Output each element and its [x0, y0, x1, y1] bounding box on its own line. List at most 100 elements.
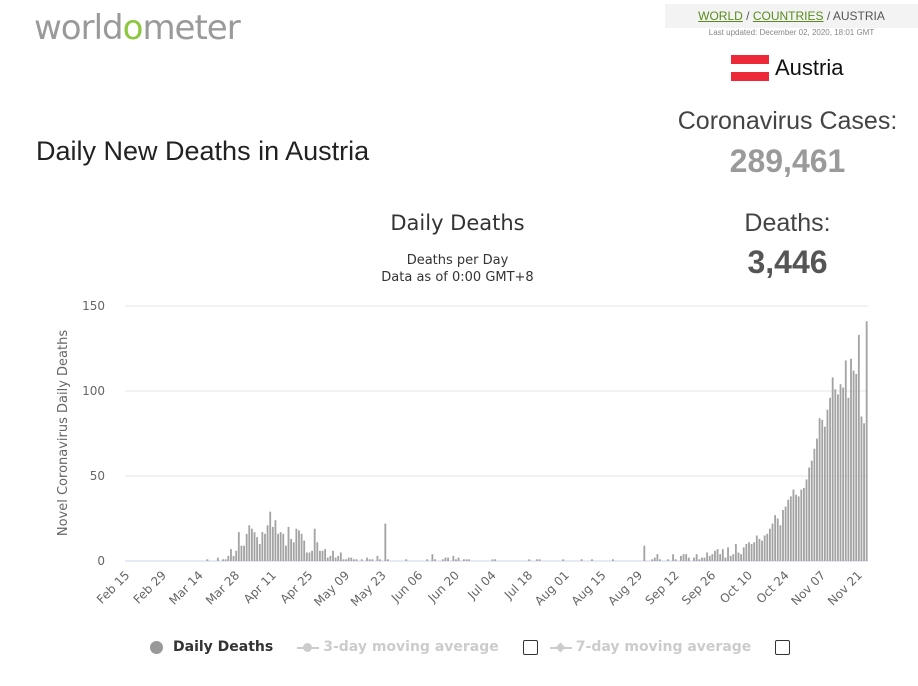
- x-tick-label: Jul 18: [501, 568, 535, 602]
- bar: [224, 559, 227, 561]
- bar: [813, 448, 816, 561]
- bar: [274, 520, 277, 561]
- bar: [855, 374, 858, 561]
- bar: [379, 559, 381, 561]
- bar: [384, 523, 387, 561]
- x-tick-label: Mar 14: [166, 568, 205, 607]
- bar: [360, 559, 363, 561]
- y-axis-title: Novel Coronavirus Daily Deaths: [56, 330, 71, 536]
- worldometer-logo[interactable]: worldometer: [34, 8, 241, 48]
- bar: [334, 557, 337, 561]
- x-tick-label: Nov 21: [825, 568, 865, 608]
- bar: [326, 557, 329, 561]
- bar: [434, 559, 436, 561]
- 7day-average-checkbox[interactable]: [775, 639, 791, 655]
- bar: [766, 533, 769, 561]
- y-tick-label: 150: [82, 299, 105, 313]
- bar: [708, 555, 711, 561]
- bar: [721, 549, 724, 561]
- bar: [729, 555, 732, 561]
- bar: [682, 554, 685, 561]
- bar: [264, 533, 266, 561]
- bar: [782, 510, 784, 561]
- bar: [821, 419, 824, 561]
- bar: [687, 557, 690, 561]
- bar: [816, 438, 818, 561]
- bar: [863, 423, 865, 561]
- x-tick-label: Apr 25: [277, 568, 315, 606]
- bar: [562, 559, 565, 561]
- bar: [282, 533, 285, 561]
- bar: [237, 532, 240, 561]
- bar: [313, 528, 316, 561]
- bar: [857, 334, 860, 561]
- 3day-average-checkbox[interactable]: [522, 639, 538, 655]
- bar: [800, 489, 803, 561]
- x-tick-label: Aug 15: [569, 568, 609, 608]
- x-tick-label: Feb 29: [131, 568, 169, 606]
- bar: [659, 559, 661, 561]
- bar: [324, 549, 327, 561]
- bar: [755, 535, 758, 561]
- bar: [287, 527, 290, 561]
- cases-value: 289,461: [729, 143, 846, 179]
- bar: [674, 559, 677, 561]
- bar: [748, 542, 750, 561]
- x-tick-label: Feb 15: [94, 568, 132, 606]
- bar: [303, 540, 306, 561]
- bar: [431, 554, 434, 561]
- bar: [810, 460, 813, 561]
- bar: [444, 557, 447, 561]
- bar: [337, 555, 340, 561]
- bar: [290, 538, 293, 561]
- bar: [839, 384, 842, 561]
- country-name: Austria: [775, 55, 844, 80]
- bar: [350, 557, 353, 561]
- breadcrumb-world-link[interactable]: WORLD: [698, 9, 743, 23]
- x-tick-label: May 23: [348, 568, 389, 609]
- bar: [536, 559, 538, 561]
- bar: [441, 559, 444, 561]
- bar: [779, 525, 782, 561]
- diamond-line-marker-icon: [549, 641, 572, 654]
- bar: [732, 554, 735, 561]
- bar: [376, 555, 379, 561]
- legend-daily-deaths[interactable]: Daily Deaths: [150, 639, 273, 655]
- bar: [284, 545, 287, 561]
- country-header: Austria: [731, 54, 843, 82]
- bar: [528, 559, 531, 561]
- bar: [719, 554, 722, 561]
- legend-7day-average-label: 7-day moving average: [575, 639, 752, 655]
- bar: [703, 557, 706, 561]
- chart-subtitle: Deaths per Day Data as of 0:00 GMT+8: [300, 252, 615, 286]
- bar: [700, 557, 703, 561]
- x-tick-label: Aug 29: [605, 568, 645, 608]
- bar: [308, 552, 311, 561]
- bar: [852, 370, 855, 561]
- bar: [727, 547, 729, 561]
- bar: [253, 532, 256, 561]
- bar: [491, 559, 494, 561]
- bar: [787, 499, 790, 561]
- bar: [222, 559, 225, 561]
- legend-7day-average[interactable]: 7-day moving average: [549, 639, 752, 655]
- chart-subtitle-line2: Data as of 0:00 GMT+8: [381, 270, 534, 285]
- chart-legend: Daily Deaths 3-day moving average 7-day …: [150, 636, 791, 658]
- legend-3day-average[interactable]: 3-day moving average: [297, 639, 499, 655]
- bar: [834, 389, 837, 561]
- chart-title: Daily Deaths: [390, 211, 525, 235]
- bar: [457, 557, 460, 561]
- bar: [339, 552, 342, 561]
- bar: [693, 557, 695, 561]
- x-tick-label: Jun 20: [425, 568, 462, 605]
- x-tick-label: Sep 12: [642, 568, 681, 607]
- x-tick-label: Mar 28: [203, 568, 242, 607]
- chart-subtitle-line1: Deaths per Day: [406, 253, 509, 268]
- bar: [740, 554, 743, 561]
- bar: [737, 552, 740, 561]
- bar: [724, 557, 727, 561]
- x-tick-label: Sep 26: [679, 568, 718, 607]
- breadcrumb-countries-link[interactable]: COUNTRIES: [752, 9, 824, 23]
- bar: [227, 555, 230, 561]
- bar: [680, 555, 682, 561]
